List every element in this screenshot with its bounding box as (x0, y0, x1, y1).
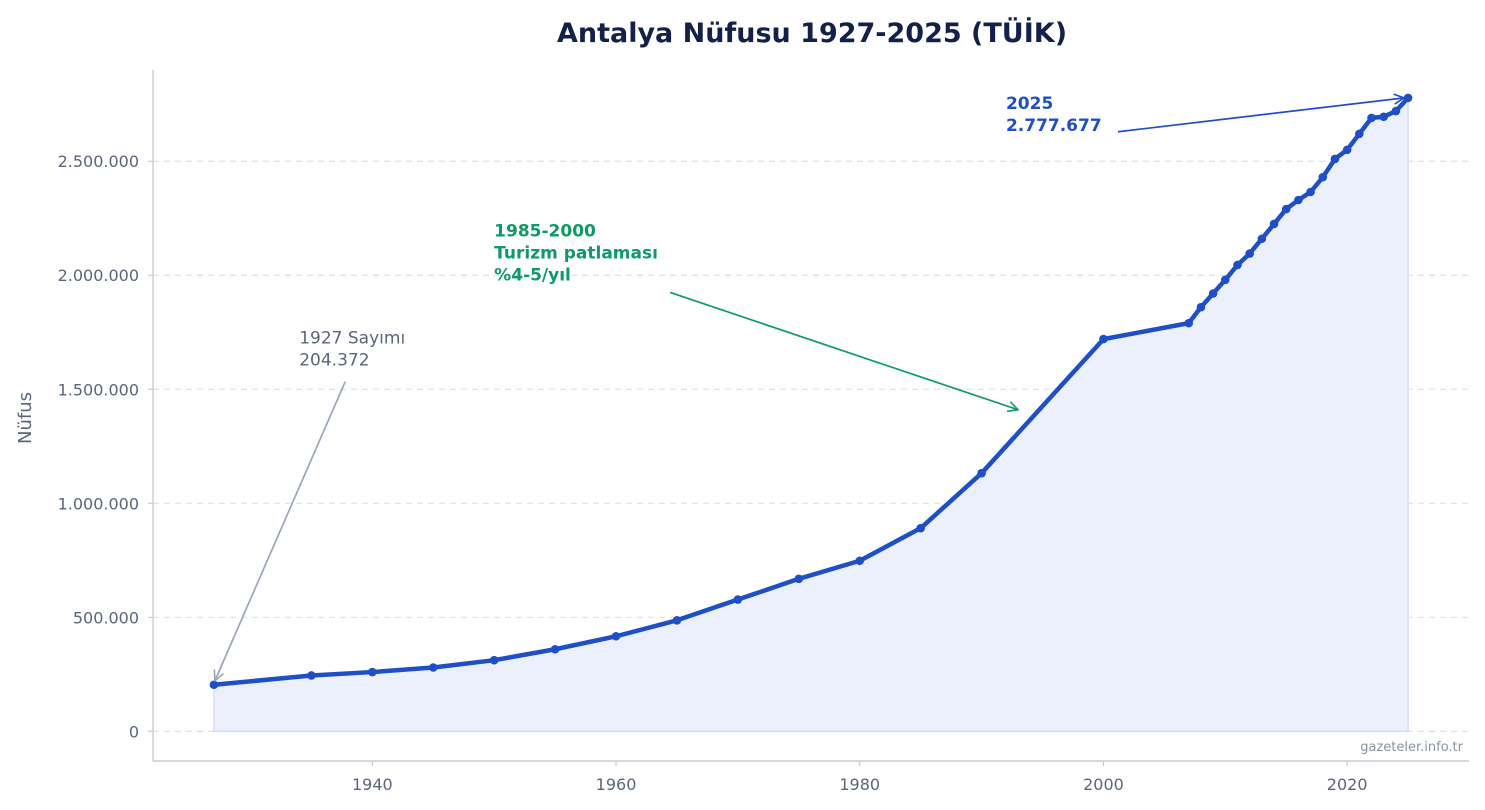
annotation-text: 1927 Sayımı (299, 329, 405, 349)
data-point (1342, 145, 1352, 155)
x-tick-label: 1980 (839, 775, 880, 794)
data-point (1367, 113, 1376, 123)
data-point (368, 667, 377, 677)
data-point (1269, 219, 1279, 229)
data-point (977, 468, 986, 478)
data-point (1245, 249, 1254, 258)
data-point (1184, 318, 1194, 328)
y-tick-label: 500.000 (73, 608, 139, 627)
data-point (1330, 154, 1340, 164)
data-point (1355, 129, 1364, 139)
data-point (550, 644, 560, 654)
data-point (428, 663, 438, 672)
data-point (1196, 302, 1206, 312)
x-tick-label: 1960 (596, 775, 637, 794)
data-point (794, 574, 804, 584)
y-tick-label: 2.000.000 (58, 266, 139, 285)
data-point (916, 523, 925, 533)
data-point (1281, 204, 1291, 214)
annotation-text: 1985-2000 (494, 221, 596, 241)
data-point (1403, 93, 1413, 103)
data-point (1208, 289, 1218, 298)
y-tick-label: 1.500.000 (58, 380, 139, 399)
tick-labels: 0 500.000 1.000.000 1.500.000 2.000.000 2.500… (58, 152, 1368, 794)
data-point (1318, 172, 1328, 182)
series-population (209, 93, 1413, 690)
y-axis-label: Nüfus (15, 392, 36, 444)
chart-title: Antalya Nüfusu 1927-2025 (TÜİK) (557, 16, 1067, 49)
annotation-text: 204.372 (299, 351, 369, 371)
annotation-arrow (669, 291, 1018, 409)
x-tick-label: 2000 (1083, 775, 1124, 794)
data-point (1306, 187, 1315, 197)
data-point (1220, 275, 1230, 285)
annotation-text: %4-5/yıl (494, 265, 571, 285)
area-under-line (213, 95, 1409, 733)
data-point (733, 595, 743, 604)
data-point (611, 631, 621, 641)
data-point (672, 615, 682, 625)
data-point (307, 671, 316, 680)
annotation-arrow (215, 381, 347, 681)
area-fill (213, 95, 1409, 733)
y-tick-label: 1.000.000 (58, 494, 139, 513)
data-point (209, 680, 219, 690)
data-point (489, 655, 499, 665)
annotation-text: Turizm patlaması (494, 243, 658, 263)
x-tick-label: 1940 (352, 775, 393, 794)
y-tick-label: 0 (129, 722, 139, 741)
data-point (1233, 260, 1242, 270)
y-tick-label: 2.500.000 (58, 152, 139, 171)
data-point (1099, 334, 1108, 344)
data-point (1294, 195, 1303, 205)
data-point (855, 556, 865, 566)
data-point (1379, 112, 1389, 122)
source-note: gazeteler.info.tr (1360, 740, 1463, 755)
annotation-text: 2.777.677 (1006, 116, 1102, 136)
data-point (1257, 234, 1267, 244)
x-tick-label: 2020 (1327, 775, 1368, 794)
data-point (1391, 106, 1401, 116)
annotation-text: 2025 (1006, 94, 1053, 114)
annotation-arrow (1117, 98, 1404, 133)
